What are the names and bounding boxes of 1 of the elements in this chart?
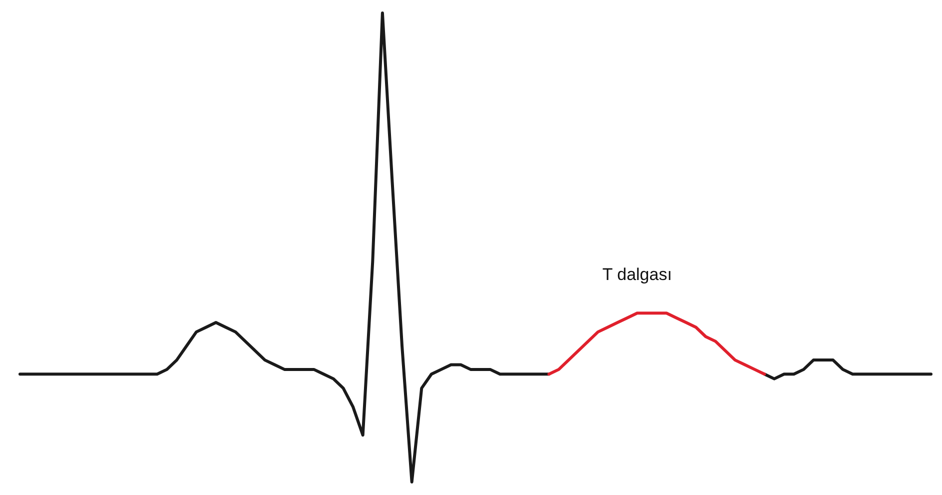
annotation: T dalgası (602, 265, 672, 284)
